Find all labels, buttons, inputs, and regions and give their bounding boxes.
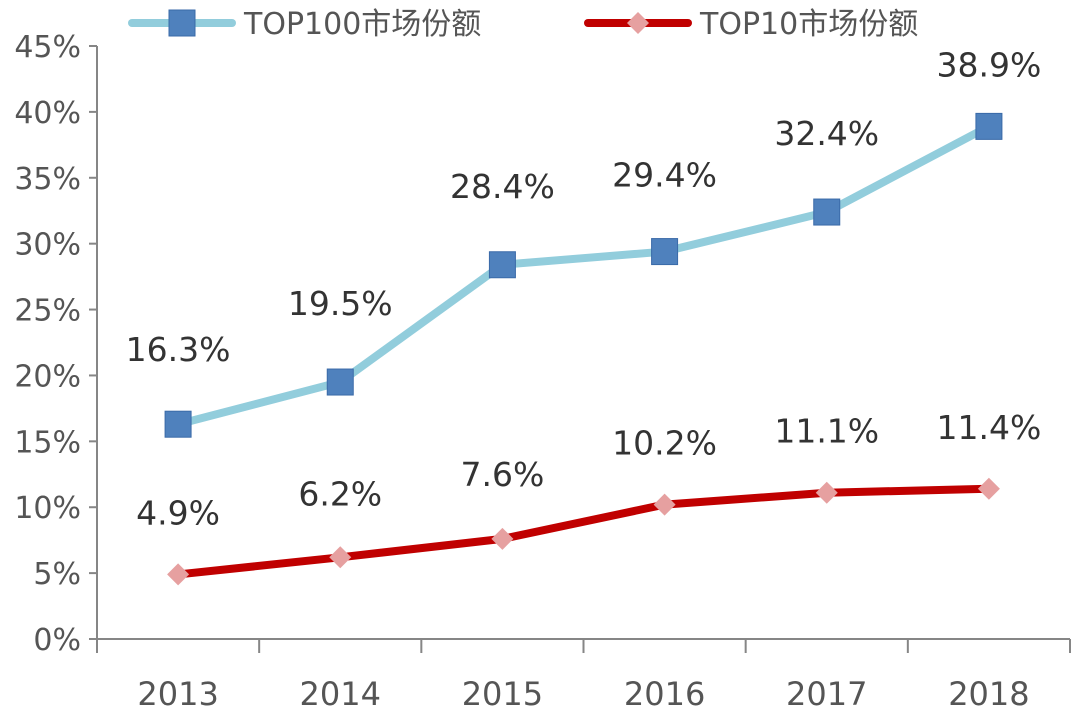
y-tick-label: 35% bbox=[14, 162, 81, 197]
data-point-square bbox=[326, 368, 354, 396]
data-label: 6.2% bbox=[298, 474, 382, 513]
y-tick-label: 40% bbox=[14, 96, 81, 131]
x-axis: 2013 2014 2015 2016 2017 2018 bbox=[96, 638, 1071, 713]
data-point-diamond bbox=[329, 546, 352, 569]
data-point-diamond bbox=[815, 481, 838, 504]
data-point-square bbox=[651, 238, 679, 266]
y-tick-label: 5% bbox=[33, 557, 81, 592]
data-point-diamond bbox=[491, 527, 514, 550]
data-label: 32.4% bbox=[774, 114, 879, 153]
series-layer bbox=[164, 112, 1003, 586]
y-tick-label: 10% bbox=[14, 491, 81, 526]
series-top100 bbox=[164, 112, 1003, 438]
y-tick-label: 20% bbox=[14, 359, 81, 394]
data-label: 4.9% bbox=[136, 493, 220, 532]
data-label: 38.9% bbox=[936, 45, 1041, 84]
x-tick-label: 2014 bbox=[300, 675, 381, 713]
x-tick-label: 2015 bbox=[462, 675, 543, 713]
data-point-diamond bbox=[653, 493, 676, 516]
x-tick-label: 2017 bbox=[786, 675, 867, 713]
series-line bbox=[174, 122, 993, 429]
legend-label: TOP10市场份额 bbox=[699, 7, 918, 42]
x-tick-label: 2016 bbox=[624, 675, 705, 713]
legend-item-top10: TOP10市场份额 bbox=[584, 7, 918, 42]
x-tick-label: 2013 bbox=[137, 675, 218, 713]
data-label: 11.1% bbox=[774, 412, 879, 451]
data-label: 16.3% bbox=[126, 330, 231, 369]
legend: TOP100市场份额 TOP10市场份额 bbox=[128, 7, 918, 42]
data-point-square bbox=[975, 112, 1003, 140]
y-axis: 0% 5% 10% 15% 20% 25% 30% 35% 40% 45% bbox=[14, 30, 98, 658]
legend-item-top100: TOP100市场份额 bbox=[128, 7, 481, 42]
data-point-diamond bbox=[167, 563, 190, 586]
legend-marker-diamond bbox=[627, 12, 649, 34]
y-tick-label: 15% bbox=[14, 425, 81, 460]
data-label: 29.4% bbox=[612, 156, 717, 195]
data-label: 7.6% bbox=[460, 455, 544, 494]
data-point-square bbox=[813, 198, 841, 226]
y-tick-label: 45% bbox=[14, 30, 81, 65]
data-label: 19.5% bbox=[288, 284, 393, 323]
y-tick-label: 30% bbox=[14, 228, 81, 263]
y-tick-label: 0% bbox=[33, 623, 81, 658]
legend-label: TOP100市场份额 bbox=[243, 7, 481, 42]
data-point-square bbox=[164, 410, 192, 438]
series-line bbox=[174, 484, 993, 579]
data-point-diamond bbox=[977, 477, 1000, 500]
series-top10 bbox=[167, 477, 1000, 586]
data-labels: 16.3% 19.5% 28.4% 29.4% 32.4% 38.9% 4.9% 6.2% 7.… bbox=[126, 45, 1042, 532]
y-tick-label: 25% bbox=[14, 294, 81, 329]
legend-marker-square bbox=[168, 9, 196, 37]
data-label: 11.4% bbox=[936, 408, 1041, 447]
x-tick-label: 2018 bbox=[948, 675, 1029, 713]
data-label: 10.2% bbox=[612, 424, 717, 463]
data-point-square bbox=[488, 251, 516, 279]
data-label: 28.4% bbox=[450, 167, 555, 206]
